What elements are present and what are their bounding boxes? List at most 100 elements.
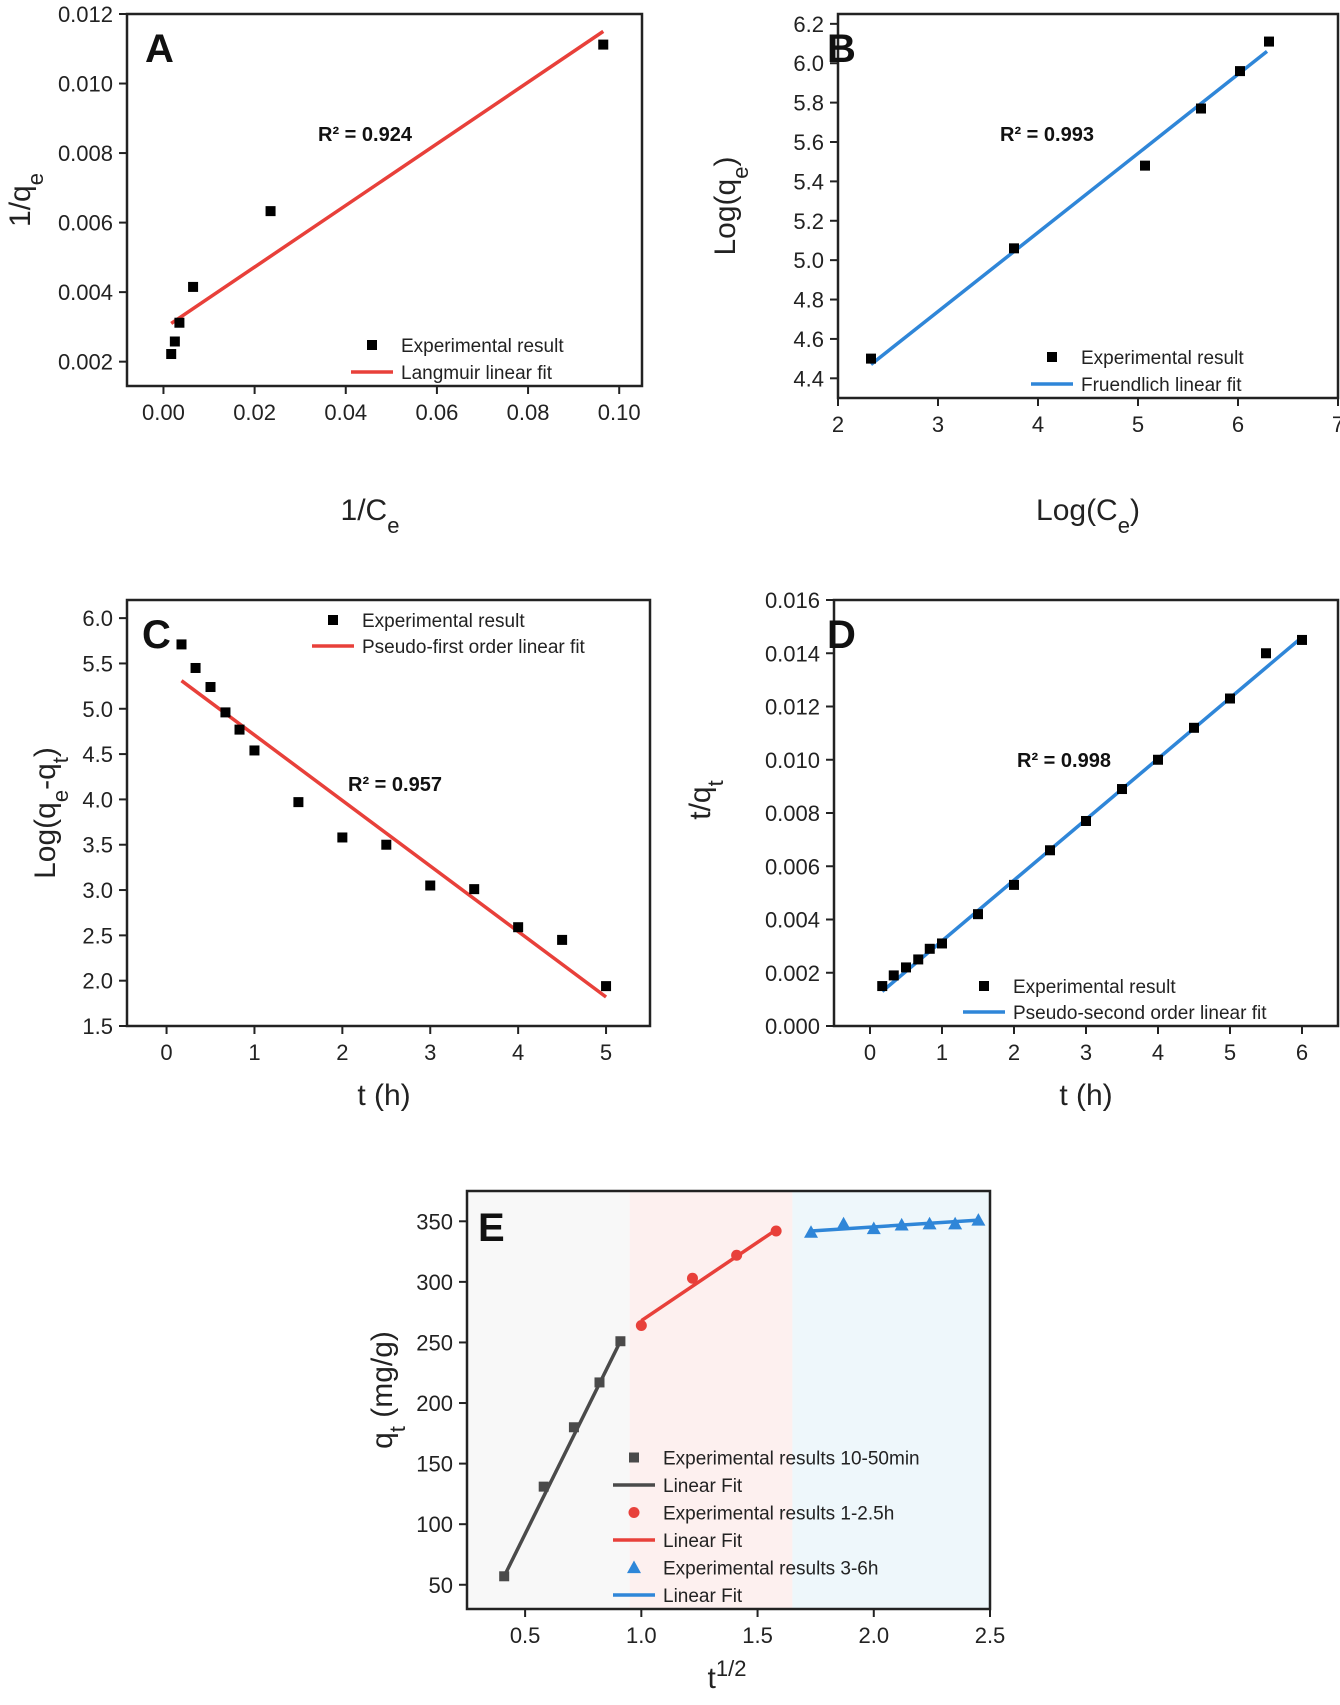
x-axis-label-main: 1/C bbox=[341, 494, 388, 527]
data-point bbox=[425, 880, 436, 891]
panel-letter: A bbox=[145, 27, 174, 71]
data-point bbox=[686, 1272, 698, 1284]
y-axis-label-sub: e bbox=[23, 173, 48, 185]
plot-frame bbox=[836, 12, 1340, 400]
data-point bbox=[804, 1225, 819, 1238]
y-tick-label: 3.0 bbox=[82, 878, 113, 903]
data-point bbox=[234, 724, 245, 735]
plot-frame bbox=[465, 1189, 992, 1611]
x-tick-label: 5 bbox=[600, 1040, 612, 1065]
data-point bbox=[166, 349, 177, 360]
legend-entry: Experimental result bbox=[362, 611, 525, 632]
data-point bbox=[937, 938, 947, 949]
fit-line-2 bbox=[170, 29, 605, 325]
x-tick-label: 5 bbox=[1224, 1040, 1236, 1065]
x-axis-label: 1/Ce bbox=[341, 494, 400, 538]
y-tick-label: 3.5 bbox=[82, 833, 113, 858]
y-tick-label: 2.5 bbox=[82, 923, 113, 948]
panel-letter: E bbox=[478, 1206, 505, 1250]
panel-a: 0.00 0.02 0.04 0.06 0.08 0.10 0.002 0.004 0.006 0… bbox=[4, 2, 644, 538]
x-tick-label: 5 bbox=[1132, 412, 1144, 437]
data-point bbox=[469, 884, 480, 895]
data-point bbox=[877, 981, 888, 992]
data-point bbox=[770, 1225, 782, 1237]
data-point bbox=[205, 682, 216, 693]
data-point bbox=[190, 662, 201, 673]
legend-marker-swatch bbox=[979, 981, 989, 991]
data-point bbox=[598, 39, 609, 50]
y-tick-label: 1.5 bbox=[82, 1014, 113, 1039]
y-tick-label: 150 bbox=[416, 1452, 453, 1477]
data-point bbox=[971, 1213, 986, 1226]
y-tick-label: 0.012 bbox=[58, 2, 113, 27]
data-point bbox=[568, 1422, 579, 1433]
r-squared-annotation: R² = 0.998 bbox=[1017, 750, 1111, 772]
data-point bbox=[924, 943, 935, 954]
data-point bbox=[174, 317, 185, 328]
r-squared-annotation: R² = 0.957 bbox=[348, 774, 442, 796]
fit-line-2 bbox=[881, 635, 1304, 993]
data-point bbox=[615, 1336, 626, 1347]
legend-entry: Experimental results 1-2.5h bbox=[663, 1504, 894, 1525]
plot-frame bbox=[125, 598, 652, 1028]
data-point bbox=[948, 1216, 963, 1230]
data-point bbox=[731, 1249, 743, 1261]
y-tick-label: 5.2 bbox=[793, 209, 824, 234]
y-tick-label: 0.008 bbox=[58, 141, 113, 166]
panel-c: 0 1 2 3 4 5 1.5 2.0 2.5 3.0 3.5 4.0 4.5 5.0 5.5 6.0 t (h… bbox=[29, 598, 652, 1112]
legend-entry: Linear Fit bbox=[663, 1476, 743, 1497]
panel-b: 2 3 4 5 6 7 4.4 4.6 4.8 5.0 5.2 5.4 5.6 5.8 6.0 6.2 Log(… bbox=[709, 12, 1340, 538]
y-axis-label: qt (mg/g) bbox=[366, 1331, 410, 1449]
legend-marker-swatch bbox=[627, 1560, 641, 1574]
legend-entry: Pseudo-first order linear fit bbox=[362, 637, 586, 658]
stage-region-1 bbox=[467, 1191, 630, 1609]
y-tick-label: 0.010 bbox=[58, 72, 113, 97]
y-tick-label: 350 bbox=[416, 1209, 453, 1234]
y-tick-label: 5.8 bbox=[793, 91, 824, 116]
data-point bbox=[337, 832, 348, 843]
x-tick-label: 2 bbox=[336, 1040, 348, 1065]
legend-marker-swatch bbox=[628, 1507, 640, 1518]
data-point bbox=[836, 1216, 851, 1230]
y-axis-label-tail: (mg/g) bbox=[366, 1331, 399, 1426]
y-axis-label-tail: ) bbox=[29, 747, 62, 757]
x-tick-label: 2 bbox=[832, 412, 844, 437]
x-axis-label: t (h) bbox=[357, 1079, 410, 1112]
plot-frame bbox=[832, 598, 1340, 1028]
x-tick-label: 0 bbox=[864, 1040, 876, 1065]
y-tick-label: 100 bbox=[416, 1512, 453, 1537]
plot-frame bbox=[125, 12, 644, 388]
x-axis-label-sub: e bbox=[387, 513, 399, 538]
data-point bbox=[1261, 648, 1271, 659]
y-tick-label: 50 bbox=[429, 1573, 453, 1598]
panel-letter: B bbox=[827, 27, 856, 71]
y-tick-label: 5.6 bbox=[793, 130, 824, 155]
data-point bbox=[1045, 845, 1055, 856]
data-point bbox=[1264, 36, 1274, 47]
y-axis-label-sub: e bbox=[728, 167, 753, 179]
panel-letter: D bbox=[827, 613, 856, 657]
y-tick-label: 0.002 bbox=[58, 350, 113, 375]
y-tick-label: 5.0 bbox=[82, 697, 113, 722]
x-tick-label: 0.06 bbox=[415, 400, 458, 425]
x-tick-label: 2 bbox=[1008, 1040, 1020, 1065]
data-point bbox=[249, 745, 260, 756]
y-tick-label: 0.004 bbox=[765, 908, 820, 933]
legend-marker-swatch bbox=[1047, 352, 1057, 362]
y-axis-label-main: Log(q bbox=[29, 802, 62, 879]
y-axis-label: 1/qe bbox=[4, 173, 48, 227]
x-tick-label: 1 bbox=[248, 1040, 260, 1065]
x-axis-label: t (h) bbox=[1059, 1079, 1112, 1112]
fit-line-2 bbox=[869, 50, 1269, 366]
x-axis-label-sup: 1/2 bbox=[716, 1656, 747, 1681]
x-tick-label: 7 bbox=[1332, 412, 1340, 437]
data-point bbox=[922, 1216, 937, 1230]
data-point bbox=[176, 639, 187, 650]
data-point bbox=[1081, 815, 1091, 826]
legend-entry: Experimental result bbox=[1013, 977, 1176, 998]
r-squared-annotation: R² = 0.993 bbox=[1000, 124, 1094, 146]
legend-entry: Langmuir linear fit bbox=[401, 363, 553, 384]
x-tick-label: 0.08 bbox=[507, 400, 550, 425]
x-axis-label-main: Log(C bbox=[1036, 494, 1118, 527]
